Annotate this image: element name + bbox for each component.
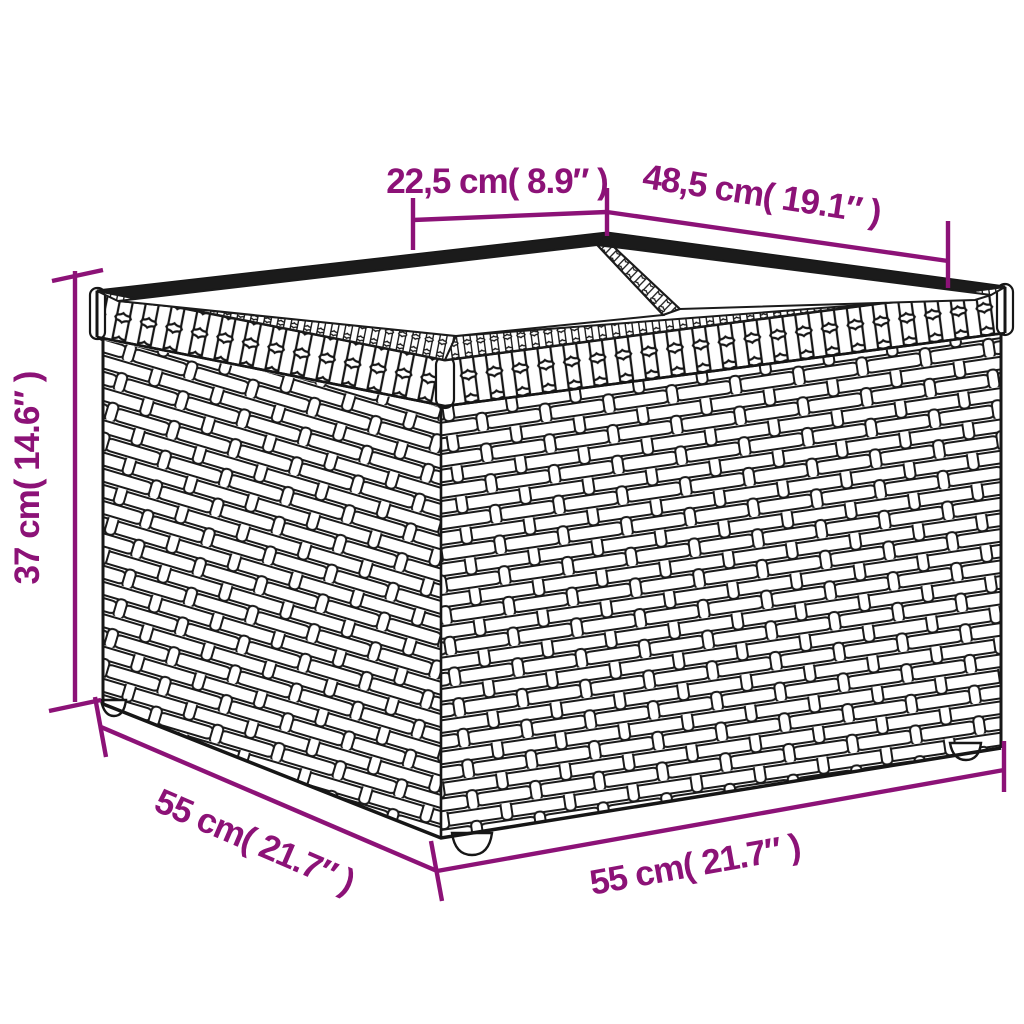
dim-label-top-glass-panel: 22,5 cm( 8.9″ ) — [386, 162, 608, 201]
glass-panel-left — [117, 243, 666, 338]
table-foot-front — [450, 831, 494, 857]
glass-panel-right — [611, 245, 992, 311]
dim-line — [436, 767, 1005, 874]
dim-tick-left — [92, 696, 109, 758]
table-outlines — [95, 287, 1007, 840]
dim-tick-bottom — [48, 697, 102, 714]
table-right-face — [441, 335, 1001, 838]
dim-tick-right — [428, 840, 445, 902]
dim-label-depth: 55 cm( 21.7″ ) — [149, 781, 360, 901]
dim-top-glass-panel: 22,5 cm( 8.9″ ) — [386, 162, 610, 250]
dim-label-height: 37 cm( 14.6″ ) — [8, 372, 47, 585]
dim-tick-top — [51, 267, 104, 284]
dim-line — [412, 209, 608, 223]
wicker-table-illustration — [88, 231, 1015, 857]
dim-line — [606, 209, 949, 264]
table-left-face — [103, 340, 441, 838]
rim-corner-front — [434, 354, 456, 410]
dim-height: 37 cm( 14.6″ ) — [8, 267, 104, 714]
dim-line — [100, 724, 438, 874]
